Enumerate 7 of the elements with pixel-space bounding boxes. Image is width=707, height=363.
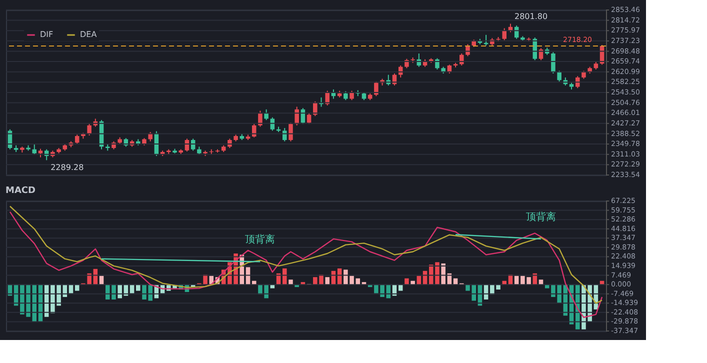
legend-label: DEA: [80, 30, 98, 39]
annotation: 顶背离: [245, 234, 276, 246]
chart-title: MACD: [6, 186, 36, 196]
annotation: 顶背离: [526, 210, 556, 223]
legend-label: DIF: [40, 30, 54, 39]
annotation: 2801.80: [514, 12, 548, 21]
annotation: 2289.28: [50, 163, 84, 172]
